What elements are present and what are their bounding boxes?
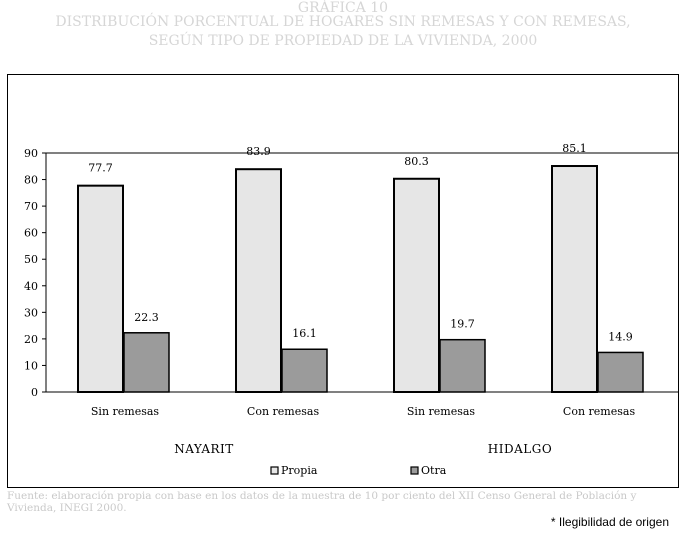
chart-title-line-3: SEGÚN TIPO DE PROPIEDAD DE LA VIVIENDA, …	[148, 33, 538, 49]
chart-title-line-1: GRÁFICA 10	[297, 0, 389, 16]
y-tick-label: 50	[24, 253, 38, 266]
y-tick-label: 70	[24, 200, 38, 213]
y-tick-label: 30	[24, 306, 38, 319]
category-label-1: Con remesas	[247, 405, 320, 418]
bar-otra-2	[439, 338, 486, 393]
y-tick-label: 10	[24, 359, 38, 372]
bar-chart: 0 10 20 30 40 50 60 70 80 90 77.7 22.3 Sin remesas 83…	[24, 142, 678, 477]
bar-propia-1	[235, 168, 282, 394]
data-label-propia-0: 77.7	[88, 162, 113, 175]
legend-label-otra: Otra	[421, 464, 447, 477]
y-tick-label: 0	[31, 386, 38, 399]
group-label-0: NAYARIT	[174, 442, 234, 456]
data-label-otra-3: 14.9	[608, 330, 633, 343]
chart-frame: 0 10 20 30 40 50 60 70 80 90 77.7 22.3 Sin remesas 83…	[7, 74, 679, 488]
data-label-otra-0: 22.3	[134, 311, 159, 324]
chart-title-line-2: DISTRIBUCIÓN PORCENTUAL DE HOGARES SIN R…	[55, 14, 631, 30]
bar-otra-3	[597, 351, 644, 393]
bar-propia-0	[77, 184, 124, 393]
bar-otra-1	[281, 348, 328, 393]
data-label-otra-2: 19.7	[450, 318, 475, 331]
group-label-1: HIDALGO	[488, 442, 552, 456]
category-label-2: Sin remesas	[407, 405, 476, 418]
data-label-propia-1: 83.9	[246, 145, 271, 158]
bar-propia-3	[551, 165, 598, 393]
y-tick-label: 40	[24, 280, 38, 293]
category-label-0: Sin remesas	[91, 405, 160, 418]
data-label-propia-3: 85.1	[562, 142, 587, 155]
legend-swatch-propia	[270, 466, 279, 475]
category-label-3: Con remesas	[563, 405, 636, 418]
legibility-note: * Ilegibilidad de origen	[550, 515, 669, 529]
y-tick-label: 60	[24, 227, 38, 240]
data-label-propia-2: 80.3	[404, 155, 429, 168]
legend-label-propia: Propia	[281, 464, 318, 477]
y-tick-label: 20	[24, 333, 38, 346]
bar-otra-0	[123, 332, 170, 393]
legend-swatch-otra	[410, 466, 419, 475]
y-tick-label: 80	[24, 174, 38, 187]
data-label-otra-1: 16.1	[292, 327, 317, 340]
y-tick-label: 90	[24, 147, 38, 160]
source-note: Fuente: elaboración propia con base en l…	[7, 490, 637, 514]
bar-propia-2	[393, 177, 440, 393]
